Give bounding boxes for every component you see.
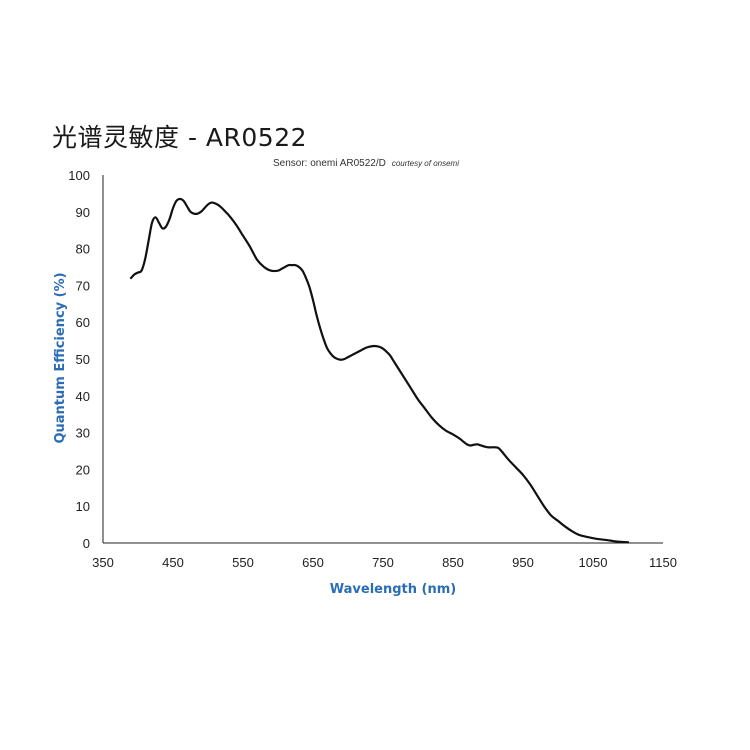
- sensor-label: Sensor: onemi AR0522/D: [273, 158, 386, 169]
- x-tick-labels: 350 450 550 650 750 850 950 1050 1150: [92, 555, 677, 570]
- x-tick-label: 850: [442, 555, 464, 570]
- y-axis-title: Quantum Efficiency (%): [53, 272, 68, 443]
- y-tick-label: 0: [83, 536, 90, 551]
- qe-curve: [129, 197, 630, 544]
- x-axis-title: Wavelength (nm): [330, 582, 456, 597]
- x-tick-label: 1050: [579, 555, 608, 570]
- y-tick-label: 50: [76, 352, 90, 367]
- y-tick-label: 70: [76, 278, 90, 293]
- x-tick-label: 350: [92, 555, 114, 570]
- x-tick-label: 550: [232, 555, 254, 570]
- chart-title: 光谱灵敏度 - AR0522: [52, 123, 308, 152]
- x-tick-label: 750: [372, 555, 394, 570]
- y-tick-label: 100: [68, 168, 90, 183]
- y-tick-label: 60: [76, 315, 90, 330]
- y-tick-label: 20: [76, 462, 90, 477]
- x-tick-label: 650: [302, 555, 324, 570]
- y-tick-label: 30: [76, 426, 90, 441]
- credit-label: courtesy of onsemi: [391, 159, 459, 168]
- y-tick-label: 80: [76, 242, 90, 257]
- x-tick-label: 950: [512, 555, 534, 570]
- chart-subtitle: Sensor: onemi AR0522/D courtesy of onsemi: [273, 158, 459, 169]
- y-tick-label: 40: [76, 389, 90, 404]
- y-tick-label: 10: [76, 499, 90, 514]
- chart-axes: [102, 175, 663, 544]
- y-tick-label: 90: [76, 205, 90, 220]
- y-tick-labels: 0 10 20 30 40 50 60 70 80 90 100: [68, 168, 90, 551]
- x-tick-label: 1150: [649, 555, 677, 570]
- x-tick-label: 450: [162, 555, 184, 570]
